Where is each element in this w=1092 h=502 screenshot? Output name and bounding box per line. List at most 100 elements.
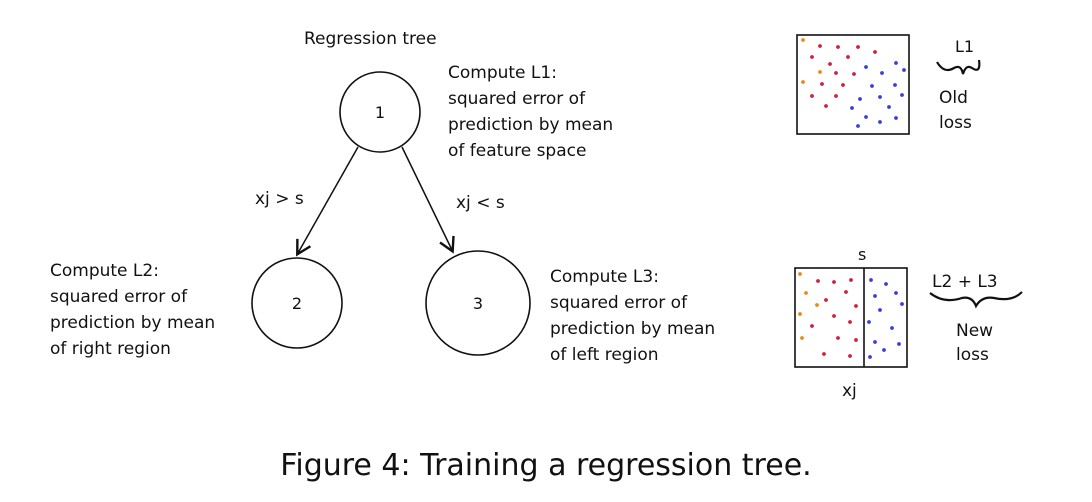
split-feature-space-box: [794, 267, 908, 368]
scatter-dot: [824, 104, 828, 108]
scatter-dot: [846, 55, 850, 59]
split-feature-space-points: [798, 272, 904, 359]
scatter-dot: [850, 106, 854, 110]
scatter-dot: [882, 348, 886, 352]
node-3-note: Compute L3: squared error of prediction …: [550, 267, 715, 365]
scatter-dot: [804, 291, 808, 295]
scatter-dot: [815, 303, 819, 307]
node-1-label: 1: [375, 103, 385, 122]
scatter-dot: [832, 280, 836, 284]
scatter-dot: [810, 324, 814, 328]
scatter-dot: [849, 278, 853, 282]
node-3-note-line: Compute L3:: [550, 267, 659, 287]
edge-right-label: xj < s: [456, 193, 505, 213]
diagram-title: Regression tree: [304, 29, 437, 49]
scatter-dot: [834, 94, 838, 98]
scatter-dot: [870, 84, 874, 88]
scatter-dot: [818, 70, 822, 74]
split-label: s: [858, 245, 866, 264]
old-loss-label: L1: [955, 37, 974, 56]
node-1-note-line: squared error of: [448, 89, 586, 109]
scatter-dot: [864, 115, 868, 119]
node-3-note-line: prediction by mean: [550, 319, 715, 339]
scatter-dot: [810, 55, 814, 59]
node-3-label: 3: [473, 294, 483, 313]
feature-space-box: [796, 34, 910, 135]
node-2-note: Compute L2: squared error of prediction …: [50, 261, 215, 359]
new-loss-label: L2 + L3: [932, 272, 998, 292]
edge-left-arrow: [296, 146, 359, 257]
node-2-note-line: squared error of: [50, 287, 188, 307]
node-1-note-line: prediction by mean: [448, 115, 613, 135]
scatter-dot: [822, 352, 826, 356]
scatter-dot: [828, 62, 832, 66]
node-1-note-line: of feature space: [448, 141, 586, 161]
scatter-dot: [854, 304, 858, 308]
scatter-dot: [824, 298, 828, 302]
scatter-dot: [894, 61, 898, 65]
node-2-label: 2: [292, 294, 302, 313]
scatter-dot: [868, 355, 872, 359]
scatter-dot: [820, 82, 824, 86]
scatter-dot: [834, 71, 838, 75]
node-1-note: Compute L1: squared error of prediction …: [448, 63, 613, 161]
scatter-dot: [897, 342, 901, 346]
scatter-dot: [858, 97, 862, 101]
scatter-dot: [836, 45, 840, 49]
node-1-note-line: Compute L1:: [448, 63, 557, 83]
scatter-dot: [798, 312, 802, 316]
scatter-dot: [841, 83, 845, 87]
scatter-dot: [887, 105, 891, 109]
scatter-dot: [873, 340, 877, 344]
scatter-dot: [818, 44, 822, 48]
scatter-dot: [800, 336, 804, 340]
scatter-dot: [844, 290, 848, 294]
node-2-note-line: of right region: [50, 339, 171, 359]
scatter-dot: [902, 68, 906, 72]
new-loss-brace: [929, 291, 1023, 309]
scatter-dot: [873, 294, 877, 298]
scatter-dot: [801, 38, 805, 42]
scatter-dot: [900, 93, 904, 97]
scatter-dot: [900, 302, 904, 306]
scatter-dot: [856, 45, 860, 49]
feature-space-points: [801, 38, 906, 128]
scatter-dot: [878, 120, 882, 124]
scatter-dot: [848, 320, 852, 324]
scatter-dot: [878, 95, 882, 99]
edge-left-label: xj > s: [255, 189, 304, 209]
edge-right-arrow: [401, 146, 455, 254]
scatter-dot: [864, 65, 868, 69]
node-2-note-line: Compute L2:: [50, 261, 159, 281]
scatter-dot: [894, 116, 898, 120]
node-2-circle: [251, 257, 343, 349]
node-1-circle: [339, 71, 421, 153]
scatter-dot: [869, 278, 873, 282]
new-loss-caption-line: loss: [956, 345, 989, 365]
scatter-dot: [848, 354, 852, 358]
figure-caption: Figure 4: Training a regression tree.: [280, 448, 812, 483]
axis-label: xj: [842, 381, 857, 401]
scatter-dot: [801, 80, 805, 84]
node-3-note-line: of left region: [550, 345, 659, 365]
scatter-dot: [836, 336, 840, 340]
scatter-dot: [893, 83, 897, 87]
old-loss-caption-line: Old: [939, 88, 968, 108]
scatter-dot: [816, 279, 820, 283]
old-loss-caption-line: loss: [939, 113, 972, 133]
scatter-dot: [854, 338, 858, 342]
scatter-dot: [884, 282, 888, 286]
scatter-dot: [810, 94, 814, 98]
new-loss-caption-line: New: [956, 321, 993, 341]
scatter-dot: [798, 272, 802, 276]
scatter-dot: [880, 71, 884, 75]
scatter-dot: [873, 50, 877, 54]
scatter-dot: [894, 291, 898, 295]
scatter-dot: [852, 72, 856, 76]
node-2-note-line: prediction by mean: [50, 313, 215, 333]
scatter-dot: [832, 314, 836, 318]
scatter-dot: [856, 124, 860, 128]
scatter-dot: [890, 326, 894, 330]
scatter-dot: [867, 320, 871, 324]
